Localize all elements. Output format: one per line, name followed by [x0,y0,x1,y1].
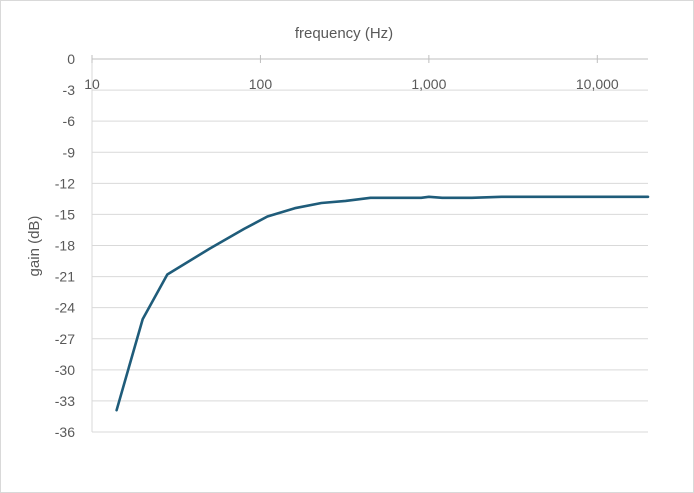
x-axis-title: frequency (Hz) [295,25,393,42]
y-tick-label: -15 [55,206,75,222]
series-layer [115,195,650,412]
y-tick-label: -3 [63,82,76,98]
gridlines [91,58,648,433]
y-tick-label: -6 [63,113,76,129]
y-tick-label: 0 [67,51,75,67]
x-tick-label: 10,000 [576,76,619,92]
y-tick-label: -9 [63,144,76,160]
x-axis-ticks: 10 100 1,000 10,000 [84,55,619,92]
y-tick-label: -12 [55,175,75,191]
y-tick-label: -24 [55,300,75,316]
y-tick-label: -36 [55,424,75,440]
y-axis-ticks: 0 -3 -6 -9 -12 -15 -18 -21 -24 -27 -30 -33 -36 [55,51,75,440]
x-tick-label: 10 [84,76,100,92]
y-tick-label: -33 [55,393,75,409]
y-tick-label: -21 [55,269,75,285]
y-tick-label: -30 [55,362,75,378]
series-line-1 [115,195,650,412]
y-axis-title: gain (dB) [26,216,43,277]
y-tick-label: -18 [55,238,75,254]
x-tick-label: 1,000 [411,76,446,92]
x-tick-label: 100 [249,76,273,92]
y-tick-label: -27 [55,331,75,347]
